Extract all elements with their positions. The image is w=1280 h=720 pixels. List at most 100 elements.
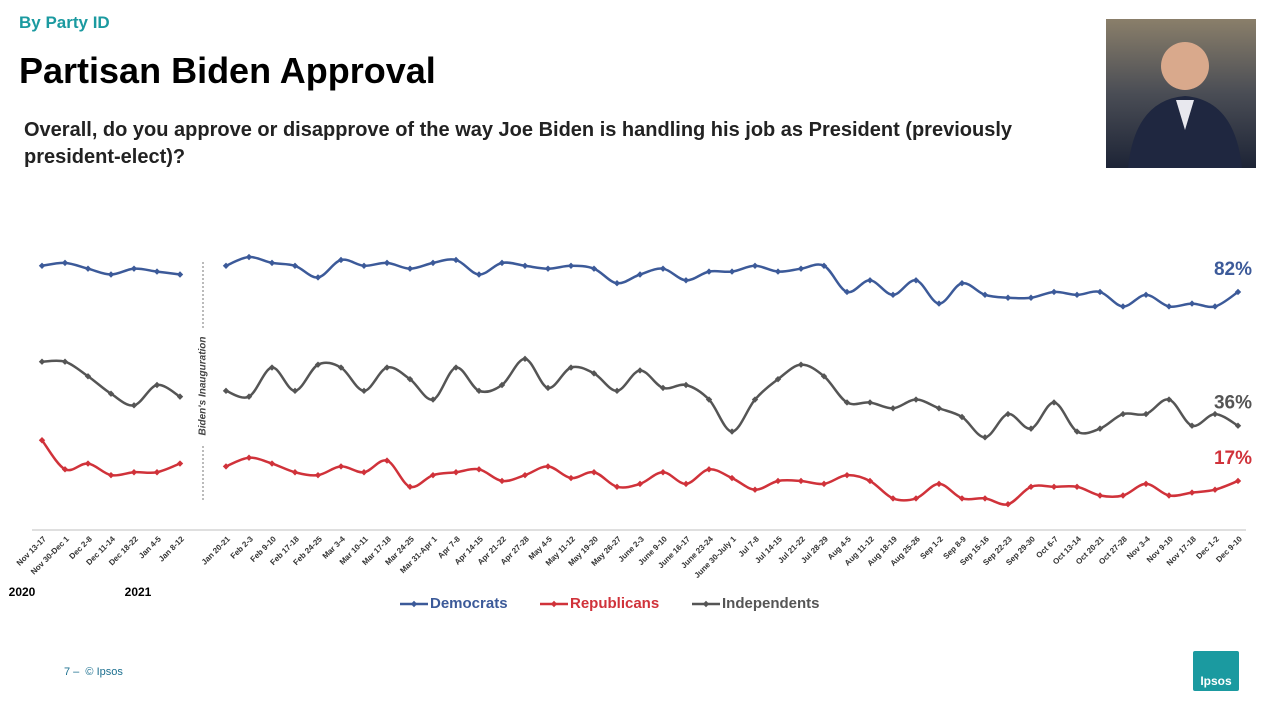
point-marker — [774, 375, 782, 383]
point-marker — [406, 375, 414, 383]
point-marker — [751, 396, 759, 403]
point-marker — [728, 268, 736, 275]
point-marker — [475, 466, 483, 473]
section-label: By Party ID — [19, 13, 110, 32]
point-marker — [981, 495, 989, 502]
point-marker — [682, 480, 690, 488]
point-marker — [337, 364, 345, 371]
point-marker — [1073, 291, 1081, 299]
x-tick-label: Jan 8-12 — [157, 534, 186, 563]
point-marker — [636, 367, 644, 374]
point-marker — [981, 434, 989, 441]
point-marker — [176, 460, 184, 467]
point-marker — [705, 466, 713, 473]
point-marker — [84, 460, 92, 467]
point-marker — [1234, 422, 1242, 429]
point-marker — [1211, 486, 1219, 493]
point-marker — [843, 288, 851, 296]
point-marker — [682, 381, 690, 389]
point-marker — [38, 262, 46, 269]
point-marker — [889, 495, 897, 502]
point-marker — [314, 274, 322, 281]
x-tick-label: Dec 9-10 — [1214, 534, 1244, 564]
point-marker — [245, 454, 253, 461]
point-marker — [291, 262, 299, 269]
point-marker — [820, 262, 828, 269]
point-marker — [1165, 303, 1173, 310]
point-marker — [774, 268, 782, 275]
legend-label: Republicans — [570, 595, 659, 612]
point-marker — [567, 474, 575, 482]
point-marker — [498, 259, 506, 267]
point-marker — [291, 387, 299, 395]
point-marker — [1188, 300, 1196, 307]
point-marker — [613, 387, 621, 395]
point-marker — [429, 396, 437, 403]
x-tick-label: Jan 20-21 — [200, 534, 233, 567]
point-marker — [406, 483, 414, 490]
point-marker — [797, 265, 805, 272]
point-marker — [130, 402, 138, 409]
year-label: 2021 — [125, 585, 152, 599]
point-marker — [567, 364, 575, 371]
legend-marker — [702, 600, 710, 608]
point-marker — [61, 466, 69, 473]
question: Overall, do you approve or disapprove of… — [24, 119, 1013, 168]
point-marker — [521, 262, 529, 269]
point-marker — [245, 393, 253, 400]
point-marker — [590, 265, 598, 272]
point-marker — [521, 471, 529, 479]
point-marker — [107, 390, 115, 397]
point-marker — [360, 387, 368, 395]
point-marker — [682, 277, 690, 284]
point-marker — [268, 460, 276, 467]
point-marker — [130, 265, 138, 272]
point-marker — [820, 373, 828, 380]
ipsos-logo: Ipsos — [1193, 651, 1239, 691]
series-line — [41, 255, 1239, 309]
point-marker — [1096, 425, 1104, 432]
point-marker — [981, 291, 989, 299]
point-marker — [61, 259, 69, 267]
point-marker — [544, 384, 552, 392]
point-marker — [912, 277, 920, 284]
point-marker — [636, 480, 644, 488]
point-marker — [1119, 303, 1127, 310]
point-marker — [912, 396, 920, 403]
point-marker — [84, 265, 92, 272]
legend-marker — [550, 600, 558, 608]
point-marker — [1004, 410, 1012, 418]
point-marker — [544, 265, 552, 272]
point-marker — [1142, 410, 1150, 418]
point-marker — [222, 463, 230, 470]
point-marker — [728, 428, 736, 435]
point-marker — [866, 477, 874, 485]
point-marker — [176, 393, 184, 400]
point-marker — [452, 256, 460, 264]
point-marker — [176, 271, 184, 278]
point-marker — [521, 355, 529, 363]
point-marker — [659, 384, 667, 392]
point-marker — [705, 396, 713, 403]
point-marker — [360, 469, 368, 476]
point-marker — [452, 364, 460, 371]
point-marker — [1119, 410, 1127, 418]
point-marker — [1050, 399, 1058, 406]
point-marker — [935, 300, 943, 307]
point-marker — [222, 387, 230, 395]
point-marker — [1165, 492, 1173, 499]
point-marker — [1073, 483, 1081, 490]
point-marker — [935, 480, 943, 488]
point-marker — [475, 271, 483, 278]
point-marker — [1096, 288, 1104, 296]
point-marker — [1096, 492, 1104, 499]
point-marker — [498, 477, 506, 485]
x-tick-label: June 30-July 1 — [693, 534, 739, 580]
point-marker — [1142, 480, 1150, 488]
point-marker — [291, 469, 299, 476]
page-title: Partisan Biden Approval — [19, 50, 436, 91]
point-marker — [153, 381, 161, 389]
point-marker — [1165, 396, 1173, 403]
point-marker — [475, 387, 483, 395]
point-marker — [107, 271, 115, 278]
